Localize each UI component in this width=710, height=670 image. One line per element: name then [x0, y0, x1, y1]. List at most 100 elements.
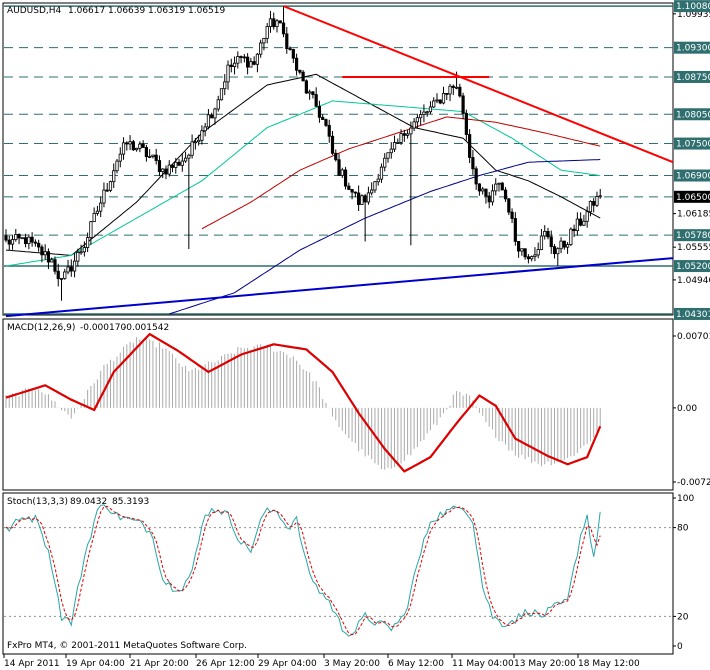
stoch-value-d: 85.3193 [112, 497, 149, 507]
price-level-label-7: 1.05780 [676, 231, 710, 241]
candle-body-152 [500, 182, 504, 191]
macd-tick-label-1: 0.00 [677, 404, 697, 414]
candle-body-80 [265, 26, 269, 39]
candle-body-12 [43, 251, 47, 256]
candle-body-81 [268, 18, 273, 27]
candle-body-24 [82, 247, 86, 253]
time-tick-label-0: 14 Apr 2011 [4, 659, 60, 669]
time-tick-label-5: 3 May 20:00 [324, 659, 380, 669]
candle-body-3 [14, 234, 18, 240]
time-tick-label-2: 21 Apr 20:00 [130, 659, 189, 669]
price-level-label-5: 1.06900 [676, 172, 710, 182]
candle-body-111 [366, 192, 371, 203]
candle-body-57 [190, 141, 194, 156]
candle-body-56 [187, 154, 191, 159]
macd-signal-path [5, 332, 602, 473]
stoch-tick-label-3: 0 [677, 642, 683, 652]
candle-body-147 [484, 188, 488, 197]
candle-body-104 [343, 169, 348, 187]
candle-body-25 [86, 237, 90, 248]
candle-body-27 [92, 212, 96, 223]
price-tick-label-1: 1.06185 [677, 210, 710, 220]
candle-body-127 [419, 114, 423, 119]
time-tick-label-4: 29 Apr 04:00 [258, 659, 317, 669]
candle-body-105 [347, 185, 351, 190]
candle-body-91 [301, 71, 305, 82]
candle-body-94 [311, 91, 315, 96]
time-tick-label-8: 13 May 20:00 [514, 659, 576, 669]
candle-body-43 [144, 147, 148, 158]
stoch-value-k: 89.0432 [70, 497, 107, 507]
price-level-label-0: 1.10080 [676, 2, 710, 12]
candle-body-82 [272, 18, 276, 28]
candle-body-165 [543, 231, 547, 237]
candle-body-14 [50, 259, 54, 263]
candle-body-76 [252, 61, 256, 65]
candle-body-100 [330, 135, 335, 154]
candle-body-74 [246, 56, 250, 68]
candle-body-11 [40, 246, 44, 256]
candle-body-33 [112, 170, 116, 183]
candle-body-72 [239, 56, 243, 58]
candle-body-38 [128, 141, 132, 145]
price-level-tag-8 [674, 260, 710, 273]
candle-body-114 [376, 178, 380, 183]
candle-body-40 [134, 147, 139, 151]
stoch-d-line [5, 505, 601, 636]
stoch-panel-frame [2, 492, 674, 655]
stoch-axis-labels: 100 80 20 0 [673, 494, 694, 652]
candle-body-9 [33, 241, 37, 244]
candle-body-55 [183, 157, 188, 162]
price-level-label-3: 1.08050 [676, 110, 710, 120]
trendline-2 [5, 257, 674, 318]
candle-body-142 [468, 134, 472, 158]
candle-body-164 [539, 235, 544, 250]
macd-tick-label-0: 0.00701 [677, 332, 710, 342]
candle-body-20 [69, 266, 73, 272]
candle-body-138 [454, 86, 459, 89]
candle-body-2 [10, 239, 15, 245]
stoch-tick-label-1: 80 [677, 524, 689, 534]
candle-body-179 [588, 201, 593, 213]
candle-body-26 [89, 221, 93, 238]
candle-body-69 [229, 64, 233, 67]
candle-body-23 [79, 251, 83, 254]
candle-body-15 [53, 259, 57, 272]
candle-body-42 [141, 143, 145, 148]
candle-body-35 [118, 153, 122, 162]
candle-body-108 [357, 192, 361, 205]
candle-body-66 [219, 88, 224, 101]
candle-body-149 [490, 190, 495, 203]
candle-body-77 [255, 53, 260, 65]
candle-body-112 [370, 189, 374, 194]
candle-body-85 [281, 22, 286, 35]
price-panel-frame [2, 2, 674, 316]
candle-body-96 [317, 105, 322, 118]
candle-body-59 [197, 139, 201, 143]
price-level-tag-1 [674, 41, 710, 54]
candle-body-151 [497, 182, 501, 185]
candle-body-132 [435, 99, 439, 102]
candle-body-54 [180, 160, 184, 166]
candle-body-41 [138, 143, 142, 149]
candle-body-18 [63, 271, 67, 279]
stoch-name: Stoch(13,3,3) [7, 497, 68, 507]
macd-tick-label-2: -0.00723 [677, 478, 710, 488]
candle-body-79 [262, 37, 266, 44]
candle-body-78 [259, 42, 263, 55]
candle-body-133 [438, 99, 442, 104]
candle-body-13 [46, 251, 51, 263]
price-tick-label-0: 1.09935 [677, 10, 710, 20]
time-tick-label-7: 11 May 04:00 [452, 659, 514, 669]
candle-body-36 [121, 142, 126, 155]
candle-body-30 [102, 189, 106, 204]
candle-body-45 [151, 154, 155, 157]
candle-body-182 [598, 195, 602, 198]
symbol-label: AUDUSD,H4 [7, 6, 62, 16]
candle-body-61 [203, 126, 207, 132]
price-level-tag-2 [674, 70, 710, 83]
candle-body-51 [170, 164, 175, 168]
candle-body-21 [72, 260, 77, 272]
candle-body-34 [115, 160, 119, 172]
candle-body-137 [451, 85, 455, 88]
